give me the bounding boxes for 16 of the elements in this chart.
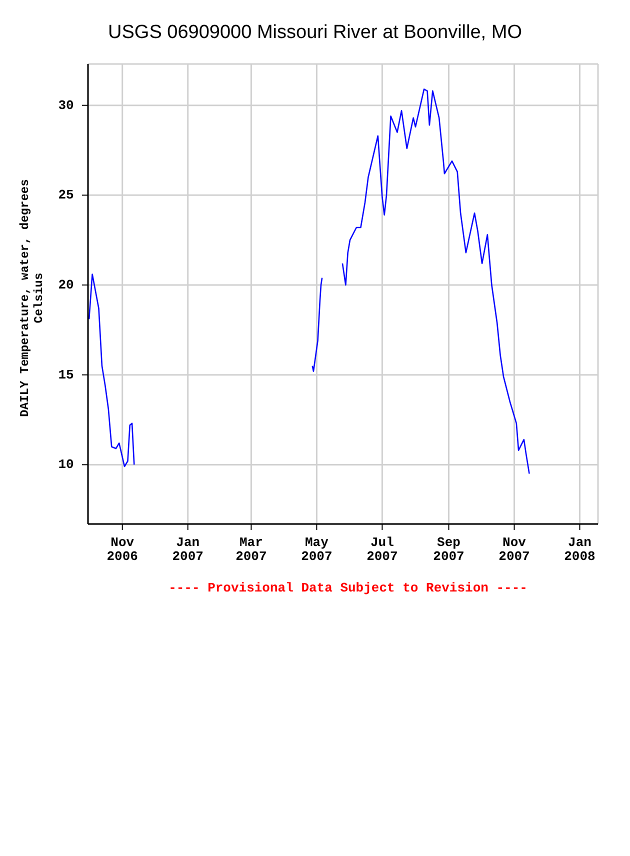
x-tick-label: Nov 2007: [498, 535, 530, 564]
chart-title: USGS 06909000 Missouri River at Boonville, MO: [107, 22, 523, 44]
x-tick-label: May 2007: [301, 535, 332, 564]
y-tick-label: 15: [58, 367, 74, 382]
x-tick-label: Mar 2007: [236, 535, 267, 564]
text: ---- Provisional Data Subject to Revision ----: [168, 580, 528, 596]
y-tick-label: 25: [58, 188, 74, 203]
x-tick-label: Jul 2007: [366, 535, 398, 564]
x-tick-label: Jan 2008: [564, 535, 596, 564]
x-tick-label: Sep 2007: [433, 535, 464, 564]
x-tick-label: Nov 2006: [106, 535, 138, 564]
y-axis-title: DAILY Temperature, water, degrees Celsius: [18, 178, 46, 419]
y-tick-label: 30: [58, 98, 74, 113]
x-tick-label: Jan 2007: [172, 535, 204, 564]
y-tick-label: 10: [58, 457, 74, 472]
y-tick-label: 20: [58, 278, 74, 293]
